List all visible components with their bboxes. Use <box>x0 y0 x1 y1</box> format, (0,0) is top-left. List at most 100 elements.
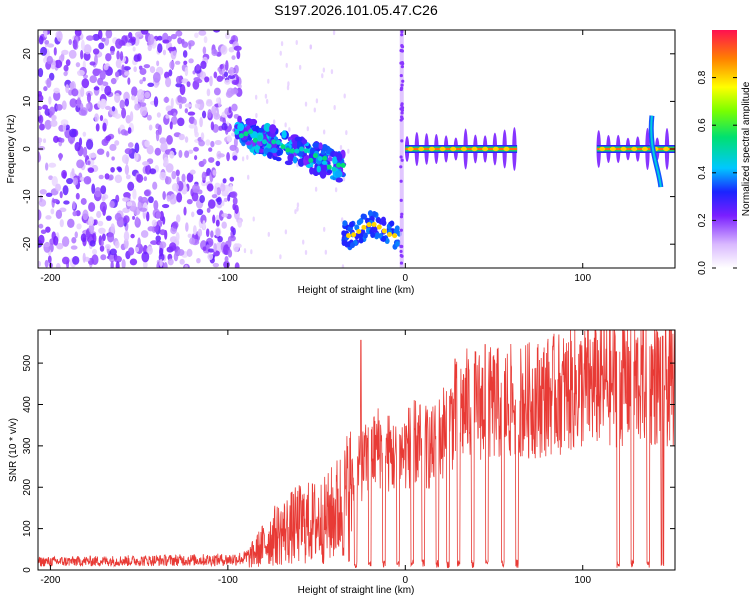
noise-blob <box>132 215 136 220</box>
noise-blob <box>53 87 60 94</box>
noise-blob <box>69 128 77 138</box>
trend-blob <box>254 144 261 154</box>
colorbar-label: Normalized spectral amplitude <box>741 81 750 216</box>
trend-blob <box>237 123 245 132</box>
vertical-line-blob <box>399 261 404 265</box>
noise-blob <box>44 119 52 130</box>
noise-blob <box>100 239 104 247</box>
noise-blob <box>38 35 44 45</box>
noise-blob <box>233 137 238 148</box>
noise-blob <box>95 123 100 132</box>
noise-blob <box>179 103 183 109</box>
noise-blob <box>163 157 169 166</box>
noise-blob <box>227 237 232 248</box>
noise-blob <box>237 219 243 228</box>
noise-blob <box>165 105 173 112</box>
noise-blob <box>147 226 155 232</box>
noise-blob <box>45 215 52 220</box>
noise-blob <box>56 103 63 111</box>
noise-blob <box>139 102 147 107</box>
trend-core <box>299 146 305 152</box>
noise-blob <box>220 184 226 192</box>
sparse-blob <box>284 122 287 128</box>
trend-core <box>238 133 244 139</box>
sparse-blob <box>343 93 346 99</box>
noise-blob <box>146 145 154 155</box>
band-blob <box>370 231 376 238</box>
noise-blob <box>121 64 125 75</box>
noise-blob <box>144 140 150 148</box>
noise-blob <box>133 66 137 73</box>
noise-blob <box>224 79 231 85</box>
sparse-blob <box>284 229 288 235</box>
trend-core <box>257 134 263 140</box>
trend-core <box>280 144 286 150</box>
noise-blob <box>229 144 237 151</box>
noise-blob <box>86 35 94 41</box>
noise-blob <box>184 66 189 77</box>
noise-blob <box>205 100 213 107</box>
noise-blob <box>38 137 43 144</box>
noise-blob <box>114 113 122 119</box>
noise-blob <box>200 132 205 140</box>
noise-blob <box>219 64 224 70</box>
band-blob <box>395 240 401 247</box>
noise-blob <box>38 114 44 124</box>
noise-blob <box>55 183 61 192</box>
noise-blob <box>101 195 106 202</box>
noise-blob <box>61 49 69 55</box>
vertical-line-blob <box>400 212 404 216</box>
snr-line-area <box>38 330 675 569</box>
noise-blob <box>231 103 238 112</box>
noise-blob <box>226 134 232 142</box>
band-peak <box>366 222 372 228</box>
noise-blob <box>80 198 87 205</box>
noise-blob <box>207 199 216 209</box>
noise-blob <box>215 97 221 104</box>
noise-blob <box>115 38 123 49</box>
noise-blob <box>159 259 163 268</box>
x-tick-label: -100 <box>218 575 238 586</box>
trend-core <box>275 139 281 145</box>
noise-blob <box>38 260 42 267</box>
band-blob <box>358 218 364 225</box>
noise-blob <box>166 194 171 202</box>
noise-blob <box>131 86 138 97</box>
noise-blob <box>55 262 61 268</box>
noise-blob <box>127 247 135 256</box>
sparse-blob <box>285 62 288 68</box>
noise-blob <box>121 258 126 268</box>
vertical-line-blob <box>399 118 403 122</box>
noise-blob <box>123 230 130 242</box>
vertical-line-blob <box>400 49 405 53</box>
noise-blob <box>72 39 78 50</box>
noise-blob <box>83 44 92 55</box>
noise-blob <box>205 228 210 238</box>
noise-blob <box>191 191 199 202</box>
noise-blob <box>202 158 207 165</box>
sparse-blob <box>255 113 258 119</box>
noise-blob <box>165 77 172 88</box>
noise-blob <box>175 83 183 88</box>
noise-blob <box>94 187 102 198</box>
noise-blob <box>93 219 98 226</box>
noise-blob <box>194 155 198 161</box>
noise-blob <box>53 90 61 101</box>
trend-blob <box>326 169 333 174</box>
noise-blob <box>189 237 196 245</box>
trend-core <box>252 137 258 143</box>
snr-panel: -200 -100 0 100 0 100 200 300 400 500 Height of … <box>8 329 676 596</box>
zero-band-peak <box>631 146 638 152</box>
noise-blob <box>169 60 175 70</box>
noise-blob <box>53 235 59 246</box>
noise-blob <box>206 207 211 213</box>
noise-blob <box>171 170 177 180</box>
trend-core <box>308 157 314 163</box>
noise-blob <box>170 97 174 109</box>
noise-blob <box>38 94 44 102</box>
noise-blob <box>221 221 227 229</box>
noise-blob <box>164 176 172 185</box>
noise-blob <box>40 46 48 56</box>
sparse-blob <box>272 119 276 125</box>
noise-blob <box>147 33 155 45</box>
